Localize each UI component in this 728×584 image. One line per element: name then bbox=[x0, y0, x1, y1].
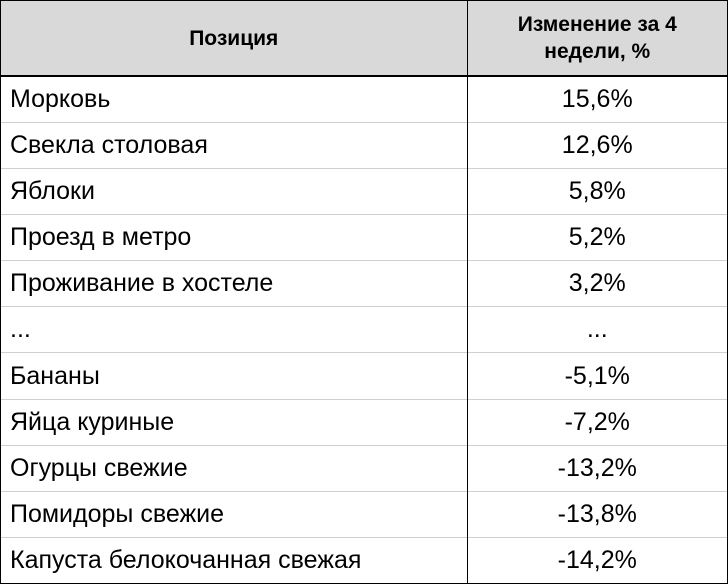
table-header: Позиция Изменение за 4 недели, % bbox=[1, 1, 727, 77]
cell-change: 12,6% bbox=[467, 122, 727, 169]
cell-position: Помидоры свежие bbox=[1, 490, 468, 538]
table-row: Бананы -5,1% bbox=[1, 352, 727, 400]
cell-position: ... bbox=[1, 306, 468, 353]
table-row: Проживание в хостеле 3,2% bbox=[1, 260, 727, 307]
cell-change: -14,2% bbox=[467, 536, 727, 583]
table-row: Проезд в метро 5,2% bbox=[1, 214, 727, 261]
cell-position: Капуста белокочанная свежая bbox=[1, 536, 468, 583]
header-row: Позиция Изменение за 4 недели, % bbox=[1, 1, 727, 77]
table-row: Огурцы свежие -13,2% bbox=[1, 444, 727, 492]
cell-position: Морковь bbox=[1, 76, 468, 123]
cell-change: -13,2% bbox=[467, 444, 727, 492]
column-header-change: Изменение за 4 недели, % bbox=[467, 1, 727, 77]
cell-change: 5,2% bbox=[467, 214, 727, 261]
table-row: Яблоки 5,8% bbox=[1, 168, 727, 215]
cell-position: Проживание в хостеле bbox=[1, 260, 468, 307]
table-row-ellipsis: ... ... bbox=[1, 306, 727, 353]
table-row: Морковь 15,6% bbox=[1, 76, 727, 123]
table-row: Свекла столовая 12,6% bbox=[1, 122, 727, 169]
cell-change: -7,2% bbox=[467, 398, 727, 446]
table-body: Морковь 15,6% Свекла столовая 12,6% Ябло… bbox=[1, 76, 727, 583]
cell-change: -5,1% bbox=[467, 352, 727, 400]
cell-change: -13,8% bbox=[467, 490, 727, 538]
table-row: Капуста белокочанная свежая -14,2% bbox=[1, 536, 727, 583]
table-row: Яйца куриные -7,2% bbox=[1, 398, 727, 446]
column-header-position: Позиция bbox=[1, 1, 468, 77]
cell-position: Яблоки bbox=[1, 168, 468, 215]
table-row: Помидоры свежие -13,8% bbox=[1, 490, 727, 538]
cell-change: 3,2% bbox=[467, 260, 727, 307]
cell-position: Яйца куриные bbox=[1, 398, 468, 446]
cell-position: Проезд в метро bbox=[1, 214, 468, 261]
cell-change: 15,6% bbox=[561, 85, 633, 114]
cell-position: Бананы bbox=[1, 352, 468, 400]
cell-position: Огурцы свежие bbox=[1, 444, 468, 492]
cell-change: 5,8% bbox=[467, 168, 727, 215]
cell-position: Свекла столовая bbox=[1, 122, 468, 169]
cell-change: ... bbox=[467, 306, 727, 353]
